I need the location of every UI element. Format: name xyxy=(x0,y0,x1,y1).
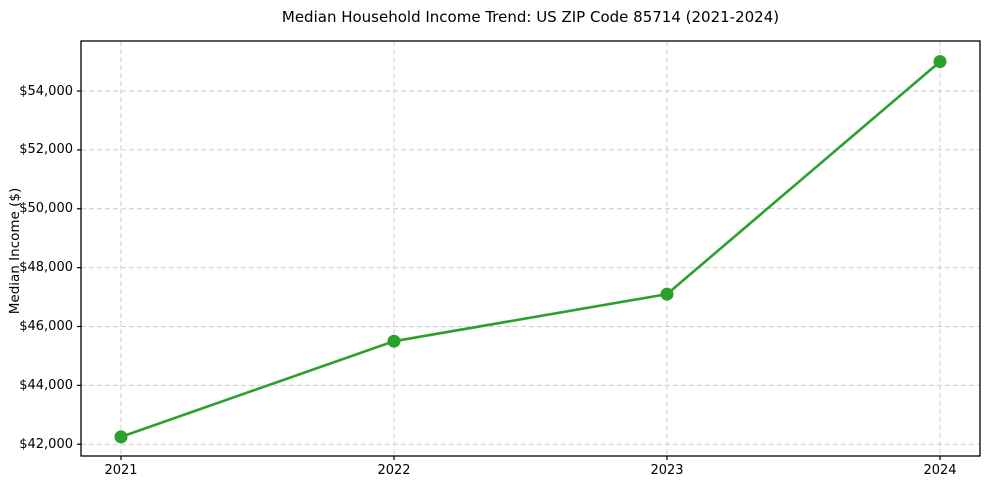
y-tick-label: $52,000 xyxy=(19,142,73,158)
data-point-marker xyxy=(387,334,401,348)
chart-title: Median Household Income Trend: US ZIP Co… xyxy=(281,8,780,26)
y-tick-label: $48,000 xyxy=(19,260,73,276)
plot-border xyxy=(80,40,981,457)
data-point-marker xyxy=(933,55,947,69)
data-point-marker xyxy=(114,430,128,444)
data-point-marker xyxy=(660,287,674,301)
y-tick-label: $46,000 xyxy=(19,318,73,334)
x-tick-label: 2024 xyxy=(923,463,957,478)
x-tick-label: 2021 xyxy=(104,463,138,478)
x-tick-label: 2022 xyxy=(377,463,411,478)
x-tick-label: 2023 xyxy=(650,463,684,478)
y-tick-label: $44,000 xyxy=(19,377,73,393)
y-tick-label: $50,000 xyxy=(19,201,73,217)
trend-line xyxy=(119,60,942,439)
y-tick-label: $54,000 xyxy=(19,83,73,99)
y-tick-label: $42,000 xyxy=(19,436,73,452)
